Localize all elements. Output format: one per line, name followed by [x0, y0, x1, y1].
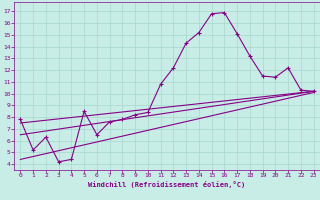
X-axis label: Windchill (Refroidissement éolien,°C): Windchill (Refroidissement éolien,°C): [88, 181, 246, 188]
